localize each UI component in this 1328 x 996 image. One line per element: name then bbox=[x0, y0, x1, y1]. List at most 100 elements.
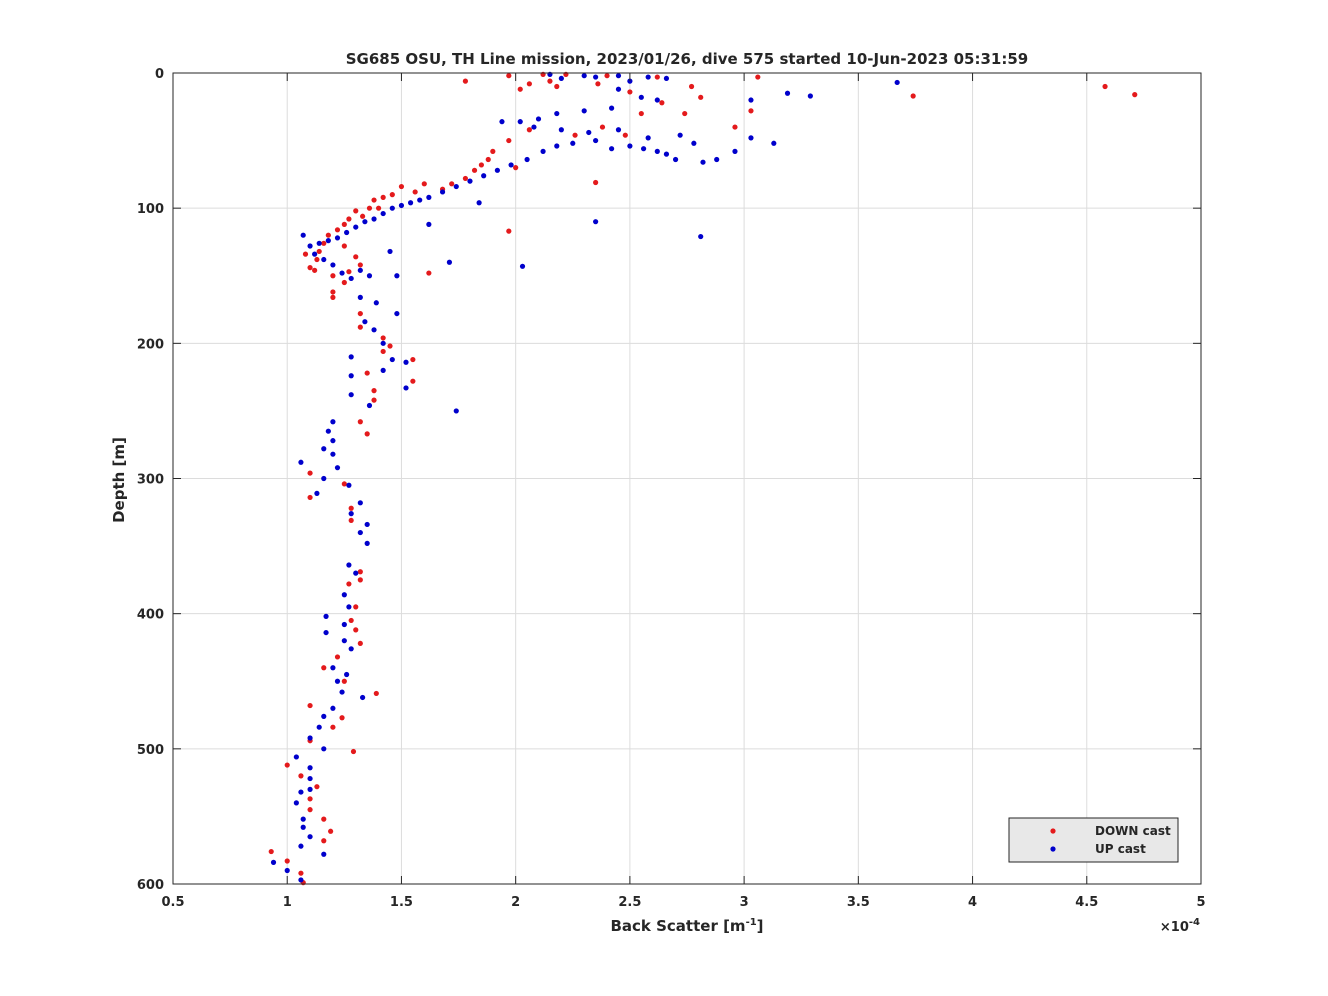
down-cast-point bbox=[353, 604, 359, 610]
down-cast-point bbox=[330, 273, 336, 279]
up-cast-point bbox=[439, 189, 446, 195]
up-cast-point bbox=[586, 129, 592, 136]
down-cast-point bbox=[462, 175, 469, 182]
up-cast-point bbox=[714, 156, 720, 163]
down-cast-point bbox=[595, 81, 601, 87]
up-cast-point bbox=[645, 135, 651, 141]
up-cast-point bbox=[323, 613, 329, 619]
up-cast-point bbox=[554, 143, 560, 149]
down-cast-point bbox=[307, 807, 313, 813]
up-cast-point bbox=[364, 521, 370, 528]
up-cast-point bbox=[531, 124, 537, 130]
up-cast-point bbox=[535, 116, 542, 122]
down-cast-point bbox=[364, 370, 370, 376]
up-cast-point bbox=[558, 75, 564, 82]
up-cast-point bbox=[570, 140, 576, 146]
up-cast-point bbox=[380, 367, 386, 373]
down-cast-point bbox=[376, 205, 382, 211]
up-cast-point bbox=[654, 148, 660, 154]
down-cast-point bbox=[389, 192, 395, 198]
up-cast-point bbox=[330, 438, 336, 444]
down-cast-point bbox=[330, 724, 336, 730]
up-cast-point bbox=[517, 119, 523, 125]
legend-box bbox=[1008, 817, 1179, 863]
down-cast-point bbox=[371, 397, 377, 403]
down-cast-point bbox=[380, 194, 386, 200]
up-cast-point bbox=[540, 148, 546, 154]
up-cast-point bbox=[330, 451, 336, 457]
x-tick-label: 5 bbox=[1196, 895, 1205, 910]
down-cast-point bbox=[1132, 92, 1138, 98]
up-cast-point bbox=[654, 97, 660, 103]
up-cast-point bbox=[615, 127, 622, 133]
down-cast-point bbox=[307, 796, 313, 802]
down-cast-point bbox=[490, 148, 496, 154]
down-cast-point bbox=[341, 481, 347, 487]
up-cast-point bbox=[353, 224, 359, 230]
up-cast-point bbox=[314, 490, 320, 496]
up-cast-point bbox=[330, 705, 336, 711]
down-cast-point bbox=[348, 617, 354, 624]
y-tick-label: 0 bbox=[155, 67, 164, 82]
up-cast-point bbox=[609, 105, 615, 111]
x-scale-base: ×10 bbox=[1160, 920, 1189, 935]
down-cast-point bbox=[307, 470, 313, 476]
up-cast-point bbox=[298, 789, 304, 795]
y-tick-label: 100 bbox=[137, 202, 164, 217]
up-cast-point bbox=[467, 178, 473, 184]
down-cast-point bbox=[268, 848, 274, 855]
up-cast-point bbox=[394, 310, 400, 317]
x-tick-label: 2 bbox=[511, 895, 520, 910]
down-cast-point bbox=[357, 577, 363, 583]
legend-label-up-cast: UP cast bbox=[1095, 842, 1146, 856]
x-axis-label-main: Back Scatter [m bbox=[610, 917, 745, 935]
y-tick-label: 600 bbox=[137, 878, 164, 893]
up-cast-point bbox=[524, 156, 530, 163]
up-cast-point bbox=[593, 219, 599, 225]
x-tick-label: 2.5 bbox=[618, 895, 641, 910]
up-cast-point bbox=[357, 529, 363, 536]
down-cast-point bbox=[350, 748, 357, 755]
up-cast-point bbox=[593, 137, 599, 144]
legend-label-down-cast: DOWN cast bbox=[1095, 824, 1171, 838]
down-cast-point bbox=[339, 715, 345, 721]
down-cast-point bbox=[506, 73, 512, 79]
down-cast-point bbox=[513, 165, 519, 171]
down-cast-point bbox=[421, 181, 427, 187]
up-cast-point bbox=[344, 229, 350, 236]
up-cast-point bbox=[446, 259, 453, 265]
down-cast-point bbox=[357, 569, 363, 575]
up-cast-point bbox=[387, 248, 393, 255]
x-tick-label: 1 bbox=[283, 895, 292, 910]
up-cast-point bbox=[894, 79, 900, 86]
x-scale-exponent: -4 bbox=[1189, 917, 1200, 928]
chart-title: SG685 OSU, TH Line mission, 2023/01/26, … bbox=[346, 50, 1029, 68]
y-tick-label: 400 bbox=[137, 608, 164, 623]
up-cast-point bbox=[453, 408, 459, 414]
down-cast-point bbox=[284, 858, 290, 864]
up-cast-point bbox=[344, 671, 350, 678]
down-cast-point bbox=[387, 343, 393, 349]
up-cast-point bbox=[389, 356, 395, 363]
up-cast-point bbox=[321, 713, 327, 719]
legend-marker-down-cast bbox=[1050, 828, 1056, 834]
down-cast-point bbox=[316, 248, 322, 255]
up-cast-point bbox=[316, 724, 322, 730]
up-cast-point bbox=[426, 221, 432, 227]
down-cast-point bbox=[328, 828, 334, 834]
up-cast-point bbox=[334, 678, 341, 684]
up-cast-point bbox=[663, 75, 670, 82]
up-cast-point bbox=[732, 148, 738, 154]
up-cast-point bbox=[417, 197, 423, 203]
up-cast-point bbox=[593, 74, 599, 80]
up-cast-point bbox=[362, 319, 368, 325]
up-cast-point bbox=[807, 93, 813, 99]
up-cast-point bbox=[615, 73, 622, 79]
down-cast-point bbox=[298, 870, 304, 876]
up-cast-point bbox=[348, 511, 354, 517]
down-cast-point bbox=[314, 256, 320, 263]
up-cast-point bbox=[348, 354, 354, 360]
up-cast-point bbox=[364, 540, 370, 546]
down-cast-point bbox=[449, 181, 455, 187]
